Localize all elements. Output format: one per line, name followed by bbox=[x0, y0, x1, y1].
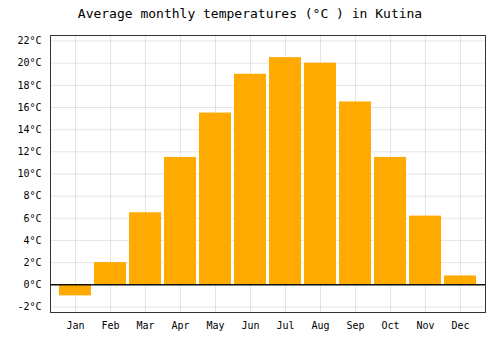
html-text:Average monthly temperatures (: Average monthly temperatures (°C ) in Ku… bbox=[77, 6, 423, 21]
svg-text:Dec: Dec bbox=[451, 320, 469, 331]
svg-text:12°C: 12°C bbox=[17, 146, 41, 157]
svg-text:May: May bbox=[206, 320, 224, 331]
svg-text:Feb: Feb bbox=[101, 320, 119, 331]
svg-text:22°C: 22°C bbox=[17, 35, 41, 46]
svg-text:Jul: Jul bbox=[276, 320, 294, 331]
svg-text:Nov: Nov bbox=[416, 320, 434, 331]
svg-text:Jan: Jan bbox=[66, 320, 84, 331]
svg-text:10°C: 10°C bbox=[17, 168, 41, 179]
svg-text:4°C: 4°C bbox=[23, 235, 41, 246]
svg-text:-2°C: -2°C bbox=[17, 301, 41, 312]
svg-text:14°C: 14°C bbox=[17, 124, 41, 135]
svg-text:0°C: 0°C bbox=[23, 279, 41, 290]
svg-text:18°C: 18°C bbox=[17, 80, 41, 91]
svg-text:Sep: Sep bbox=[346, 320, 364, 331]
svg-text:Jun: Jun bbox=[241, 320, 259, 331]
svg-text:6°C: 6°C bbox=[23, 213, 41, 224]
svg-text:Apr: Apr bbox=[171, 320, 189, 331]
svg-text:Oct: Oct bbox=[381, 320, 399, 331]
svg-text:Aug: Aug bbox=[311, 320, 329, 331]
svg-text:2°C: 2°C bbox=[23, 257, 41, 268]
svg-text:20°C: 20°C bbox=[17, 57, 41, 68]
svg-text:16°C: 16°C bbox=[17, 102, 41, 113]
svg-text:8°C: 8°C bbox=[23, 190, 41, 201]
svg-text:Mar: Mar bbox=[136, 320, 154, 331]
